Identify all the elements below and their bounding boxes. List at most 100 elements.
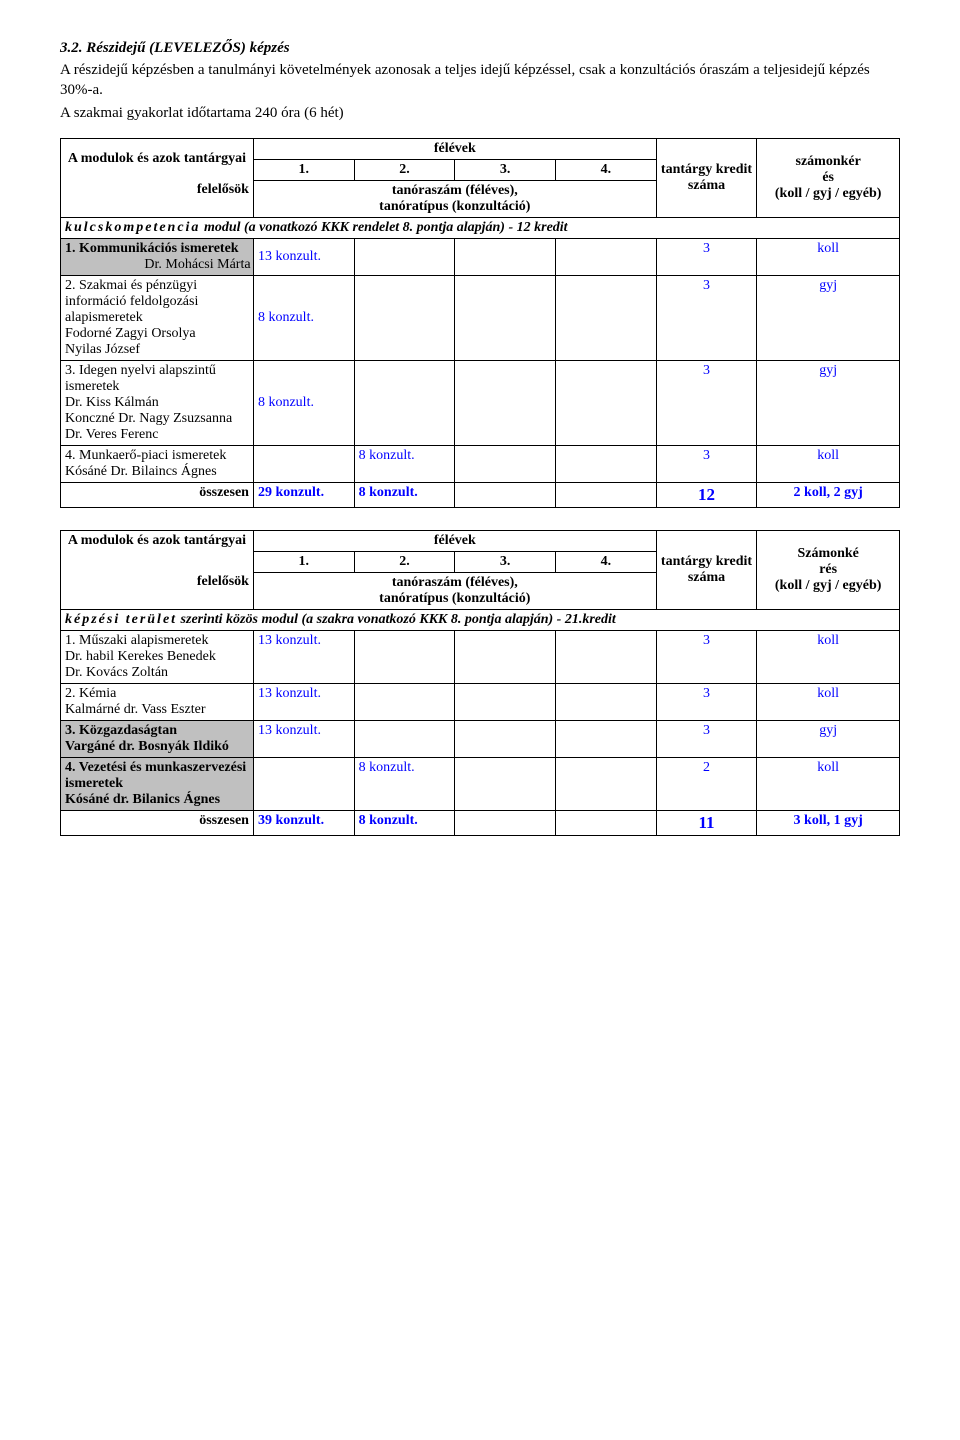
cell-szk: koll [757,630,900,683]
cell-szk: koll [757,445,900,482]
sum-c3 [455,482,556,507]
cell-c1: 8 konzult. [253,360,354,445]
cell-c2 [354,360,455,445]
row-label: 4. Vezetési és munkaszervezési ismeretek… [61,757,254,810]
sum-c3 [455,810,556,835]
table-row: 3. Idegen nyelvi alapszintű ismeretek Dr… [61,360,900,445]
hdr-c3: 3. [455,159,556,180]
hdr-felevek: félévek [253,138,656,159]
cell-c3 [455,683,556,720]
hdr-c2: 2. [354,159,455,180]
cell-c1: 13 konzult. [253,720,354,757]
hdr-tanoraszam-l2: tanóratípus (konzultáció) [379,199,530,214]
sum-c1: 29 konzult. [253,482,354,507]
hdr-modules: A modulok és azok tantárgyai [61,138,254,180]
cell-kredit: 3 [656,683,757,720]
row-label: 1. Kommunikációs ismeretek Dr. Mohácsi M… [61,238,254,275]
cell-c3 [455,630,556,683]
row-label: 3. Közgazdaságtan Vargáné dr. Bosnyák Il… [61,720,254,757]
hdr-tanoraszam-l1: tanóraszám (féléves), [392,183,518,198]
sum-label: összesen [61,810,254,835]
cell-szk: gyj [757,360,900,445]
cell-c1: 13 konzult. [253,630,354,683]
cell-kredit: 3 [656,720,757,757]
cell-c3 [455,275,556,360]
cell-c4 [555,360,656,445]
row-label-bold: 1. Kommunikációs ismeretek [65,241,239,256]
cell-kredit: 2 [656,757,757,810]
table-row: 4. Vezetési és munkaszervezési ismeretek… [61,757,900,810]
hdr-szamonker: Számonké rés (koll / gyj / egyéb) [757,530,900,609]
cell-c4 [555,630,656,683]
cell-szk: gyj [757,720,900,757]
hdr-kredit: tantárgy kredit száma [656,138,757,217]
cell-c2 [354,720,455,757]
sum-c2: 8 konzult. [354,482,455,507]
hdr-tanoraszam-l1: tanóraszám (féléves), [392,575,518,590]
row-label-plain: Dr. Mohácsi Márta [65,257,251,273]
sum-label: összesen [61,482,254,507]
module-prefix: kulcskompetencia [65,220,200,235]
hdr-c1: 1. [253,159,354,180]
module-rest: szerinti közös modul (a szakra vonatkozó… [177,612,616,627]
hdr-c1: 1. [253,551,354,572]
hdr-modules: A modulok és azok tantárgyai [61,530,254,551]
cell-c3 [455,757,556,810]
cell-c2: 8 konzult. [354,757,455,810]
cell-c3 [455,360,556,445]
cell-c3 [455,445,556,482]
cell-c4 [555,720,656,757]
hdr-blank [61,551,254,572]
hdr-szamonker: számonkér és (koll / gyj / egyéb) [757,138,900,217]
cell-c2 [354,238,455,275]
cell-c4 [555,683,656,720]
table-sum-row: összesen 29 konzult. 8 konzult. 12 2 kol… [61,482,900,507]
cell-kredit: 3 [656,630,757,683]
cell-c3 [455,238,556,275]
cell-c1: 13 konzult. [253,238,354,275]
cell-c2: 8 konzult. [354,445,455,482]
section-heading: 3.2. Részidejű (LEVELEZŐS) képzés [60,40,900,57]
sum-szk: 3 koll, 1 gyj [757,810,900,835]
cell-c4 [555,445,656,482]
hdr-c2: 2. [354,551,455,572]
sum-kredit: 11 [656,810,757,835]
table-row: 4. Munkaerő-piaci ismeretek Kósáné Dr. B… [61,445,900,482]
cell-c3 [455,720,556,757]
table-row: 1. Kommunikációs ismeretek Dr. Mohácsi M… [61,238,900,275]
module-prefix: képzési terület [65,612,177,627]
row-label: 2. Kémia Kalmárné dr. Vass Eszter [61,683,254,720]
hdr-resp: felelősök [61,572,254,609]
table-row: 3. Közgazdaságtan Vargáné dr. Bosnyák Il… [61,720,900,757]
table-row: 2. Szakmai és pénzügyi információ feldol… [61,275,900,360]
module-row-1: kulcskompetencia modul (a vonatkozó KKK … [61,217,900,238]
cell-c4 [555,238,656,275]
hdr-tanoraszam-l2: tanóratípus (konzultáció) [379,591,530,606]
hdr-c4: 4. [555,159,656,180]
cell-c1 [253,757,354,810]
cell-c4 [555,275,656,360]
cell-kredit: 3 [656,360,757,445]
row-label: 3. Idegen nyelvi alapszintű ismeretek Dr… [61,360,254,445]
hdr-kredit: tantárgy kredit száma [656,530,757,609]
sum-c4 [555,482,656,507]
cell-c4 [555,757,656,810]
cell-szk: gyj [757,275,900,360]
table-row: 2. Kémia Kalmárné dr. Vass Eszter 13 kon… [61,683,900,720]
sum-szk: 2 koll, 2 gyj [757,482,900,507]
paragraph-2: A szakmai gyakorlat időtartama 240 óra (… [60,104,900,124]
sum-c4 [555,810,656,835]
paragraph-1: A részidejű képzésben a tanulmányi követ… [60,61,900,100]
cell-szk: koll [757,683,900,720]
sum-kredit: 12 [656,482,757,507]
table-kulcskompetencia: A modulok és azok tantárgyai félévek tan… [60,138,900,508]
table-row: 1. Műszaki alapismeretek Dr. habil Kerek… [61,630,900,683]
hdr-c3: 3. [455,551,556,572]
row-label: 2. Szakmai és pénzügyi információ feldol… [61,275,254,360]
sum-c1: 39 konzult. [253,810,354,835]
hdr-tanoraszam: tanóraszám (féléves), tanóratípus (konzu… [253,180,656,217]
cell-kredit: 3 [656,275,757,360]
hdr-tanoraszam: tanóraszám (féléves), tanóratípus (konzu… [253,572,656,609]
cell-kredit: 3 [656,238,757,275]
module-rest: modul (a vonatkozó KKK rendelet 8. pontj… [200,220,567,235]
